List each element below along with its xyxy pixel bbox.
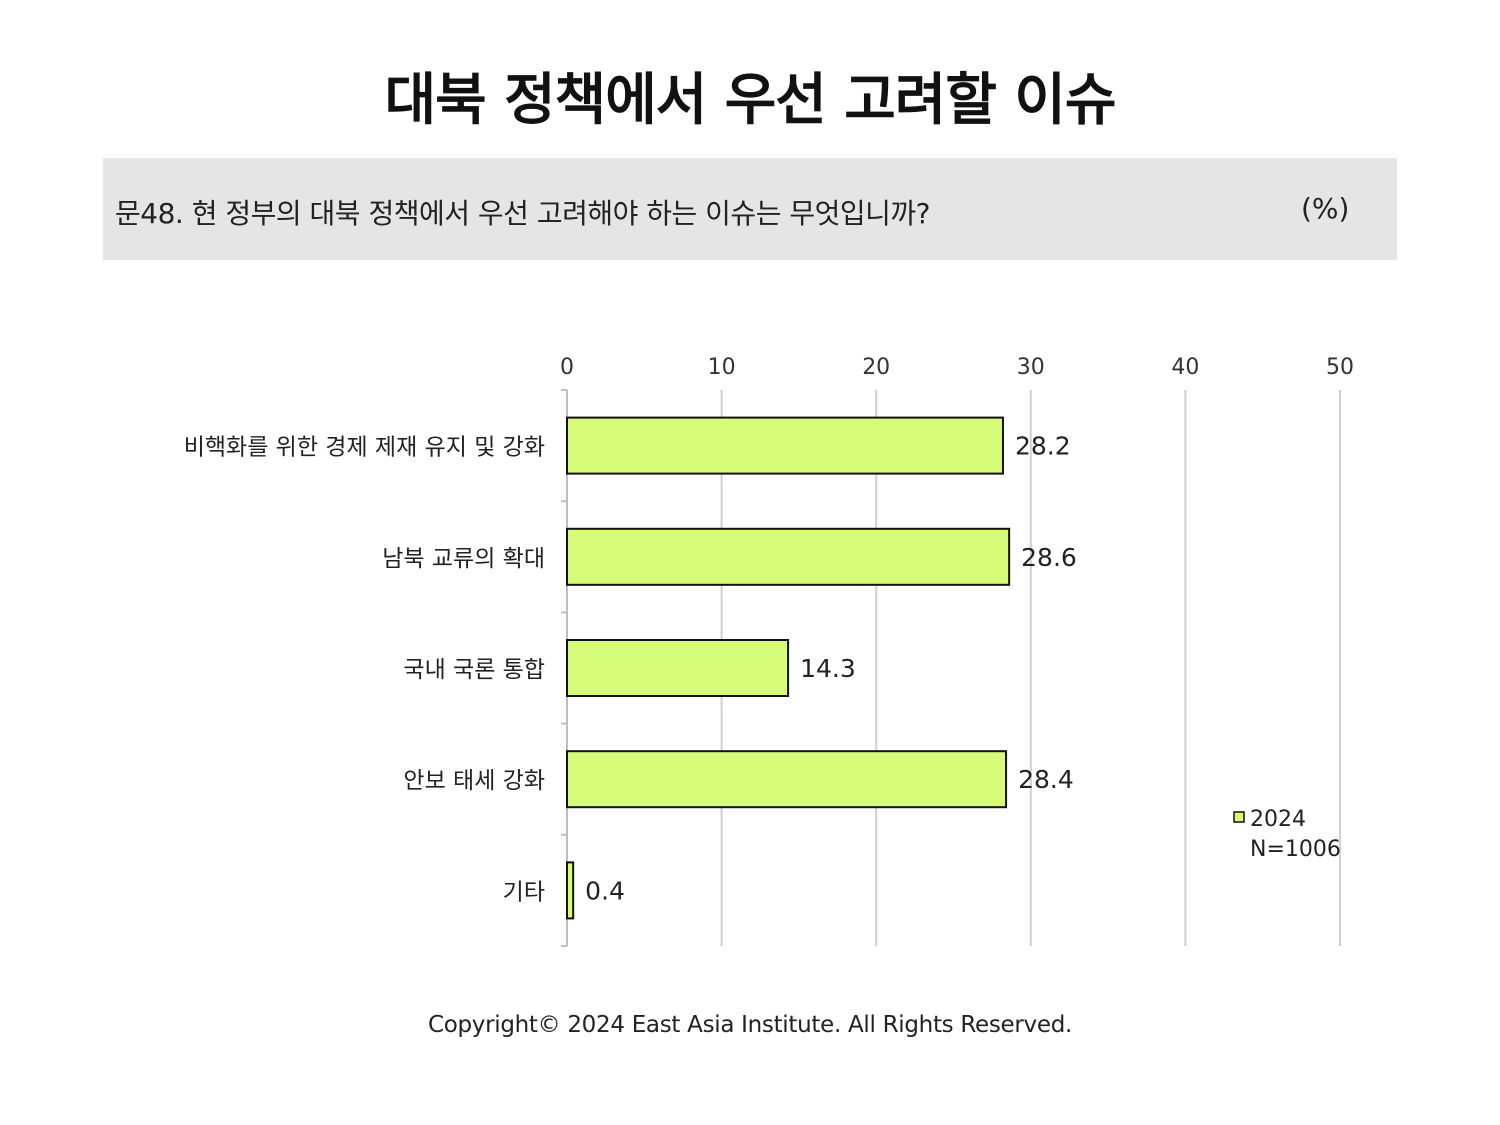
legend-note: N=1006 bbox=[1250, 837, 1341, 862]
page-title: 대북 정책에서 우선 고려할 이슈 bbox=[384, 68, 1117, 133]
category-label: 남북 교류의 확대 bbox=[382, 546, 545, 572]
x-tick-label: 20 bbox=[862, 355, 890, 380]
data-label: 28.6 bbox=[1021, 543, 1077, 572]
bar bbox=[566, 750, 1008, 809]
x-tick-label: 50 bbox=[1326, 355, 1354, 380]
bar bbox=[566, 861, 575, 920]
data-label: 28.2 bbox=[1015, 432, 1071, 461]
copyright-text: Copyright© 2024 East Asia Institute. All… bbox=[427, 1012, 1073, 1038]
data-label: 0.4 bbox=[585, 876, 625, 905]
category-label: 안보 태세 강화 bbox=[403, 768, 545, 794]
data-label: 28.4 bbox=[1018, 765, 1074, 794]
bar bbox=[566, 527, 1011, 586]
x-tick-label: 0 bbox=[560, 355, 574, 380]
category-label: 국내 국론 통합 bbox=[403, 657, 545, 683]
bar bbox=[566, 416, 1004, 475]
category-label: 기타 bbox=[503, 879, 545, 905]
question-box: 문48. 현 정부의 대북 정책에서 우선 고려해야 하는 이슈는 무엇입니까?… bbox=[103, 158, 1397, 260]
x-tick-label: 40 bbox=[1171, 355, 1199, 380]
bar bbox=[566, 639, 790, 697]
question-text: 문48. 현 정부의 대북 정책에서 우선 고려해야 하는 이슈는 무엇입니까? bbox=[115, 197, 931, 230]
legend-swatch bbox=[1233, 811, 1245, 823]
legend-label: 2024 bbox=[1250, 807, 1306, 832]
x-tick-label: 30 bbox=[1017, 355, 1045, 380]
category-label: 비핵화를 위한 경제 제재 유지 및 강화 bbox=[184, 435, 545, 461]
data-label: 14.3 bbox=[800, 654, 856, 683]
x-tick-label: 10 bbox=[708, 355, 736, 380]
unit-label: (%) bbox=[1301, 192, 1350, 225]
